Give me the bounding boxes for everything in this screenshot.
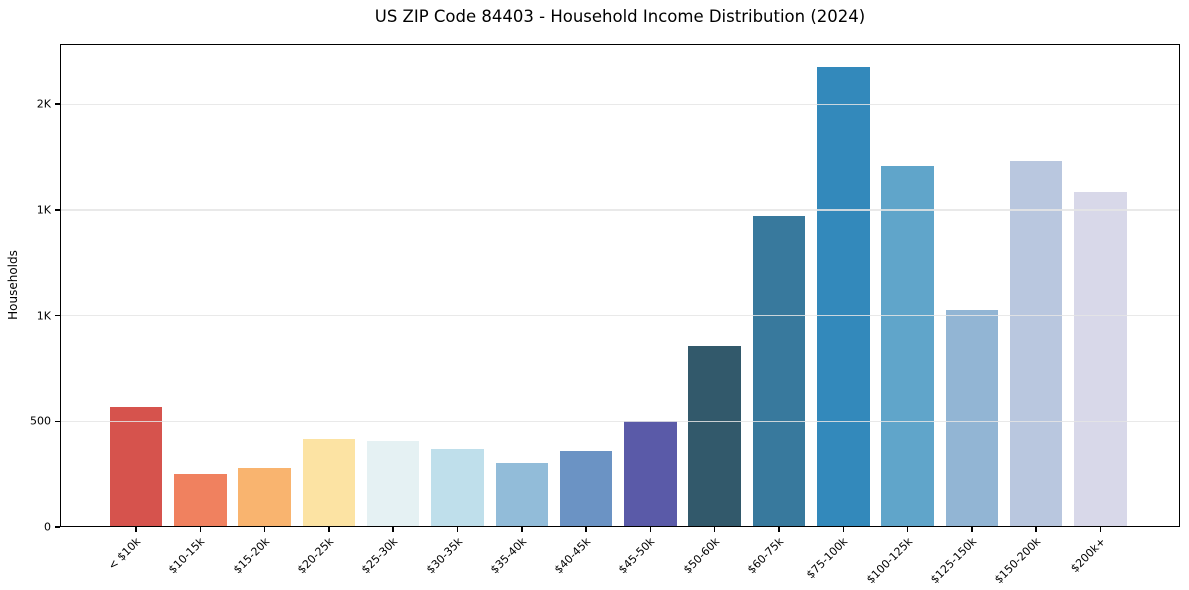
y-tick-label: 1K bbox=[36, 309, 51, 323]
x-tick-label: $20-25k bbox=[294, 535, 337, 577]
x-tick-label: $200k+ bbox=[1067, 535, 1108, 576]
bar-10-15k bbox=[174, 474, 227, 527]
bar-60-75k bbox=[752, 216, 806, 527]
x-tick-label: $125-150k bbox=[927, 535, 980, 587]
gridline bbox=[60, 420, 1180, 422]
x-tick-mark bbox=[778, 527, 780, 532]
y-tick-label: 0 bbox=[44, 520, 51, 534]
x-tick-mark bbox=[263, 527, 266, 532]
x-tick-label: $100-125k bbox=[863, 535, 915, 587]
bar-20-25k bbox=[302, 439, 356, 527]
bar-150-200k bbox=[1009, 161, 1063, 527]
bar-35-40k bbox=[495, 462, 549, 527]
y-tick-label: 500 bbox=[30, 414, 51, 428]
x-tick-mark bbox=[971, 527, 973, 532]
x-tick-mark bbox=[328, 527, 330, 532]
x-tick-mark bbox=[649, 527, 652, 532]
x-tick-mark bbox=[842, 527, 845, 532]
y-tick-mark bbox=[55, 526, 60, 528]
bar-50-60k bbox=[688, 346, 741, 527]
y-tick-mark bbox=[55, 420, 60, 423]
bar-45-50k bbox=[624, 421, 677, 527]
bar-200k bbox=[1074, 191, 1127, 527]
x-tick-label: $75-100k bbox=[804, 535, 851, 582]
y-tick-label: 2K bbox=[36, 97, 51, 111]
y-tick-mark bbox=[55, 314, 60, 317]
bar-15-20k bbox=[238, 467, 291, 527]
x-tick-mark bbox=[713, 527, 716, 532]
x-tick-label: $35-40k bbox=[487, 535, 529, 577]
bar-25-30k bbox=[366, 441, 420, 527]
x-tick-label: < $10k bbox=[105, 535, 144, 573]
x-tick-label: $10-15k bbox=[166, 535, 208, 577]
gridline bbox=[60, 103, 1180, 105]
bar-40-45k bbox=[559, 450, 613, 527]
x-tick-label: $60-75k bbox=[744, 535, 787, 577]
gridline bbox=[60, 315, 1180, 317]
x-tick-mark bbox=[521, 527, 523, 532]
x-tick-mark bbox=[1099, 527, 1102, 532]
bar-75-100k bbox=[817, 67, 870, 527]
x-tick-label: $50-60k bbox=[680, 535, 722, 577]
bar-125-150k bbox=[945, 310, 999, 527]
x-tick-mark bbox=[906, 527, 909, 532]
bar-10k bbox=[109, 406, 163, 527]
x-tick-label: $40-45k bbox=[552, 535, 594, 577]
x-tick-label: $15-20k bbox=[230, 535, 272, 577]
x-tick-label: $150-200k bbox=[992, 535, 1044, 587]
bar-100-125k bbox=[881, 165, 934, 527]
chart-title: US ZIP Code 84403 - Household Income Dis… bbox=[374, 7, 866, 26]
y-tick-mark bbox=[55, 209, 60, 211]
x-tick-mark bbox=[456, 527, 459, 532]
x-tick-mark bbox=[1035, 527, 1037, 532]
gridline bbox=[60, 209, 1180, 211]
plot-area bbox=[60, 44, 1180, 527]
x-tick-label: $45-50k bbox=[616, 535, 658, 577]
x-tick-label: $30-35k bbox=[423, 535, 465, 577]
y-tick-label: 1K bbox=[36, 203, 51, 217]
x-tick-mark bbox=[392, 527, 394, 532]
x-tick-label: $25-30k bbox=[359, 535, 401, 577]
x-tick-mark bbox=[585, 527, 587, 532]
y-tick-mark bbox=[55, 103, 60, 105]
bar-30-35k bbox=[431, 448, 484, 527]
x-tick-mark bbox=[199, 527, 202, 532]
x-tick-mark bbox=[135, 527, 137, 532]
